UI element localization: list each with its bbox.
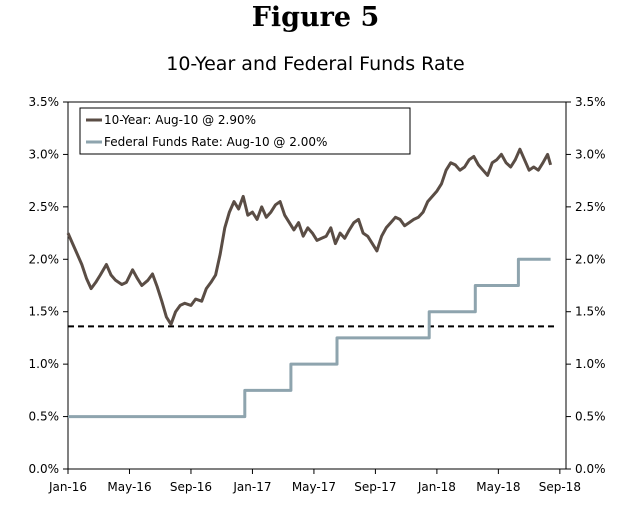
y-tick-label-left: 3.5% — [29, 95, 60, 109]
plot-frame — [67, 101, 567, 470]
y-tick-label-right: 2.5% — [575, 200, 606, 214]
y-tick-label-left: 2.5% — [29, 200, 60, 214]
y-tick-label-right: 2.0% — [575, 252, 606, 266]
x-tick-label: May-17 — [292, 480, 336, 494]
x-tick-label: Jan-17 — [232, 480, 271, 494]
y-tick-label-right: 1.0% — [575, 357, 606, 371]
y-tick-label-left: 0.5% — [29, 410, 60, 424]
x-tick-label: May-18 — [476, 480, 520, 494]
y-tick-label-left: 2.0% — [29, 252, 60, 266]
x-tick-label: Jan-16 — [48, 480, 87, 494]
y-tick-label-right: 3.5% — [575, 95, 606, 109]
x-tick-label: Sep-17 — [354, 480, 396, 494]
y-tick-label-right: 0.0% — [575, 462, 606, 476]
legend-box — [79, 107, 411, 155]
x-tick-label: May-16 — [107, 480, 151, 494]
chart-title: 10-Year and Federal Funds Rate — [166, 53, 465, 75]
y-tick-label-left: 1.5% — [29, 305, 60, 319]
y-tick-label-right: 1.5% — [575, 305, 606, 319]
x-tick-label: Sep-18 — [539, 480, 581, 494]
x-tick-label: Sep-16 — [170, 480, 212, 494]
series-line-fed-funds — [68, 257, 551, 419]
y-tick-label-right: 3.0% — [575, 147, 606, 161]
series-line-10-year — [66, 147, 553, 326]
y-tick-label-left: 3.0% — [29, 147, 60, 161]
y-tick-label-right: 0.5% — [575, 410, 606, 424]
figure-title: Figure 5 — [251, 2, 380, 33]
x-tick-label: Jan-18 — [417, 480, 456, 494]
y-tick-label-left: 1.0% — [29, 357, 60, 371]
legend-entry: 10-Year: Aug-10 @ 2.90% — [104, 113, 256, 127]
legend-entry: Federal Funds Rate: Aug-10 @ 2.00% — [104, 135, 327, 149]
y-tick-label-left: 0.0% — [29, 462, 60, 476]
